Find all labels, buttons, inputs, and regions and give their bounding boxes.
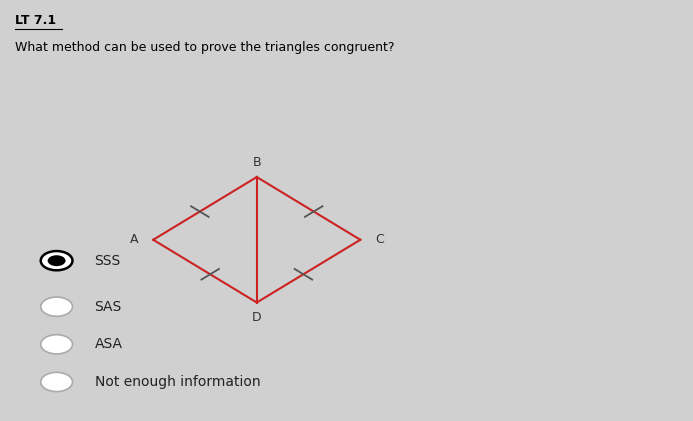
- Text: A: A: [130, 233, 138, 246]
- Text: LT 7.1: LT 7.1: [15, 14, 56, 27]
- Text: What method can be used to prove the triangles congruent?: What method can be used to prove the tri…: [15, 41, 395, 54]
- Text: Not enough information: Not enough information: [94, 375, 260, 389]
- Text: SSS: SSS: [94, 254, 121, 268]
- Circle shape: [41, 335, 73, 354]
- Circle shape: [48, 255, 66, 266]
- Circle shape: [41, 297, 73, 316]
- Text: B: B: [252, 156, 261, 169]
- Text: SAS: SAS: [94, 300, 122, 314]
- Text: D: D: [252, 311, 261, 324]
- Text: ASA: ASA: [94, 337, 123, 352]
- Circle shape: [41, 251, 73, 270]
- Circle shape: [41, 372, 73, 392]
- Text: C: C: [375, 233, 384, 246]
